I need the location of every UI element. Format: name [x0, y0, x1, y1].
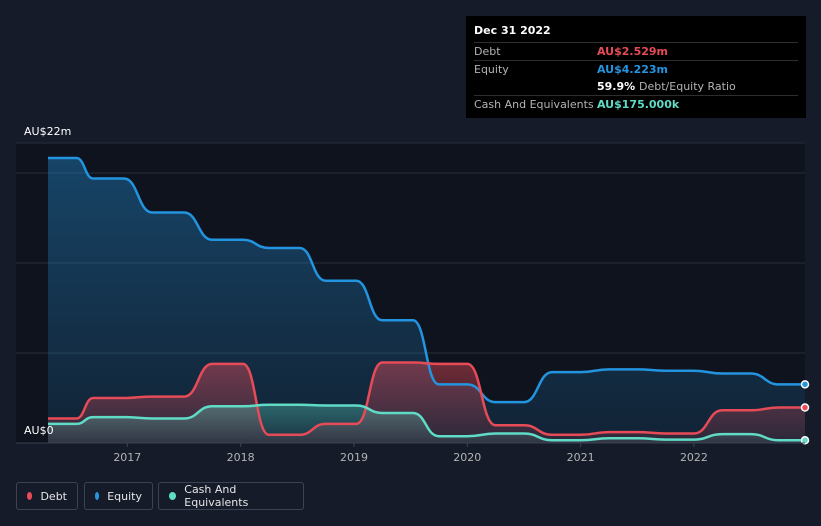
tooltip-equity-value: AU$4.223m	[597, 63, 669, 76]
legend-debt-label: Debt	[40, 489, 67, 503]
equity-line	[47, 156, 805, 404]
legend-equity-label: Equity	[107, 489, 142, 503]
x-tick-label: 2020	[453, 451, 481, 464]
debt-line	[48, 361, 805, 437]
tooltip-ratio-label: Debt/Equity Ratio	[639, 80, 736, 93]
tooltip-row-ratio: 59.9% Debt/Equity Ratio	[474, 78, 798, 95]
tooltip-cash-label: Cash And Equivalents	[474, 98, 594, 111]
tooltip-row-equity: Equity AU$4.223m	[474, 60, 798, 78]
tooltip-ratio: 59.9% Debt/Equity Ratio	[597, 78, 736, 95]
debt-endpoint[interactable]	[800, 403, 810, 412]
tooltip-row-cash: Cash And Equivalents AU$175.000k	[474, 95, 798, 113]
x-tick-label: 2021	[567, 451, 595, 464]
equity-dot-icon	[95, 492, 100, 500]
debt-dot-icon	[27, 492, 33, 500]
legend-cash-label: Cash And Equivalents	[184, 483, 249, 509]
cash-and-equivalents-endpoint[interactable]	[800, 436, 810, 445]
cash-and-equivalents-area	[48, 404, 805, 443]
legend-item-debt[interactable]: Debt	[16, 482, 78, 510]
tooltip-debt-value: AU$2.529m	[597, 45, 669, 58]
equity-endpoint[interactable]	[800, 380, 810, 389]
tooltip-debt-label: Debt	[474, 45, 501, 58]
legend-item-cash[interactable]: Cash And Equivalents	[158, 482, 304, 510]
tooltip-panel: Dec 31 2022 Debt AU$2.529m Equity AU$4.2…	[466, 16, 806, 118]
legend-item-equity[interactable]: Equity	[84, 482, 153, 510]
tooltip-date: Dec 31 2022	[474, 24, 551, 37]
cash-and-equivalents-line	[48, 403, 805, 442]
x-tick-label: 2017	[113, 451, 141, 464]
x-tick-label: 2019	[340, 451, 368, 464]
y-axis-top-label: AU$22m	[24, 125, 71, 138]
x-tick-label: 2022	[680, 451, 708, 464]
y-axis-bottom-label: AU$0	[24, 424, 54, 437]
cash-dot-icon	[169, 492, 177, 500]
tooltip-cash-value: AU$175.000k	[597, 98, 680, 111]
tooltip-ratio-value: 59.9%	[597, 80, 636, 93]
tooltip-row-debt: Debt AU$2.529m	[474, 42, 798, 60]
tooltip-equity-label: Equity	[474, 63, 509, 76]
x-tick-label: 2018	[227, 451, 255, 464]
